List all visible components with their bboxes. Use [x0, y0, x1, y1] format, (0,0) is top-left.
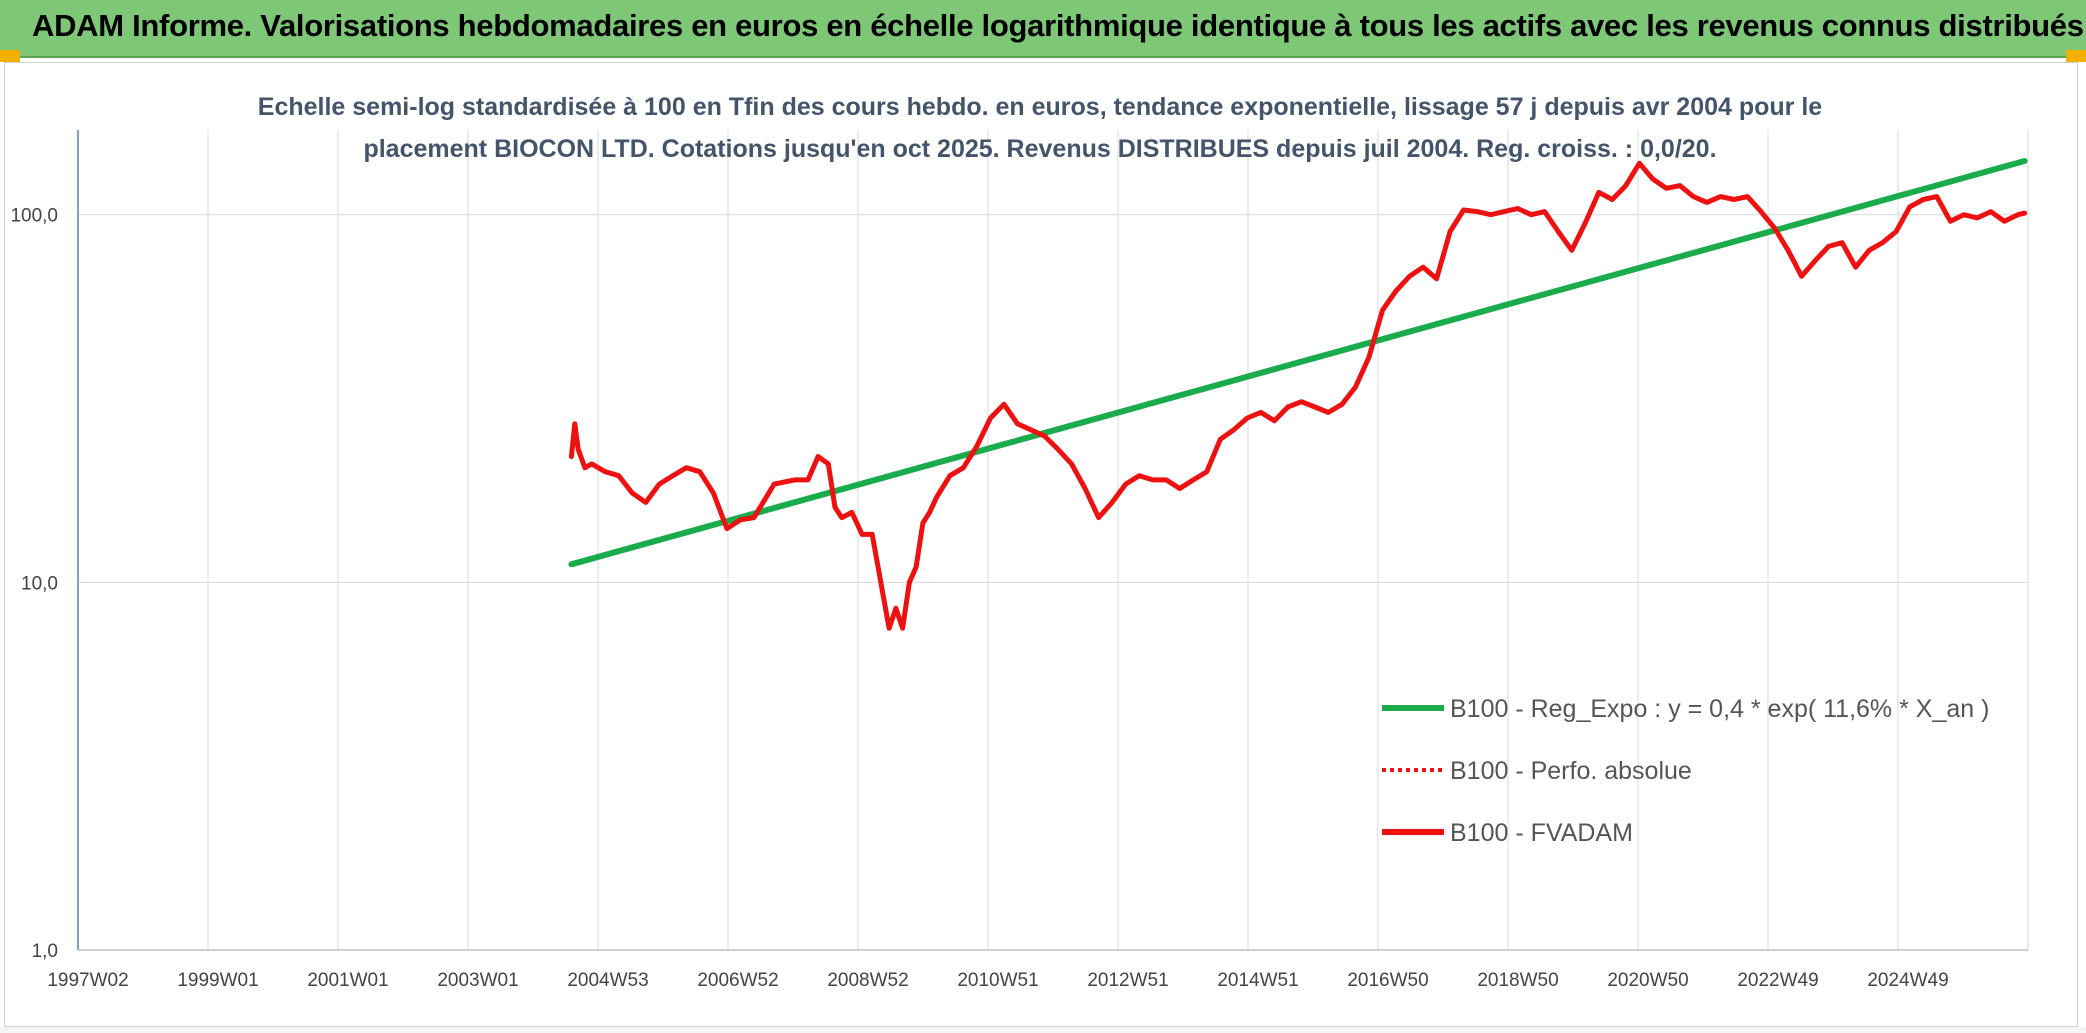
chart-title-line-1: Echelle semi-log standardisée à 100 en T…	[258, 93, 1823, 121]
corner-accent-right	[2066, 50, 2086, 62]
x-tick-label: 2022W49	[1737, 970, 1818, 991]
x-tick-label: 2020W50	[1607, 970, 1688, 991]
y-tick-label: 10,0	[21, 573, 58, 594]
legend-label: B100 - Perfo. absolue	[1450, 757, 1692, 785]
x-tick-label: 2024W49	[1867, 970, 1948, 991]
x-tick-label: 2006W52	[697, 970, 778, 991]
x-tick-label: 2018W50	[1477, 970, 1558, 991]
fvadam-line	[568, 160, 2028, 631]
x-tick-label: 2016W50	[1347, 970, 1428, 991]
report-banner: ADAM Informe. Valorisations hebdomadaire…	[0, 0, 2086, 58]
legend-label: B100 - FVADAM	[1450, 819, 1633, 847]
grid-lines	[78, 130, 2029, 951]
axes: 1997W02 1999W01 2001W01 2003W01 2004W53 2006W…	[10, 130, 2028, 991]
regression-line	[568, 158, 2028, 568]
x-tick-label: 2008W52	[827, 970, 908, 991]
y-tick-label: 1,0	[32, 941, 58, 962]
x-tick-label: 1999W01	[177, 970, 258, 991]
x-tick-label: 2010W51	[957, 970, 1038, 991]
x-tick-label: 2014W51	[1217, 970, 1298, 991]
frame-bottom-strip	[0, 1027, 2086, 1033]
report-title: ADAM Informe. Valorisations hebdomadaire…	[32, 8, 2084, 43]
x-tick-label: 2004W53	[567, 970, 648, 991]
chart-legend: B100 - Reg_Expo : y = 0,4 * exp( 11,6% *…	[1382, 695, 1989, 847]
legend-label: B100 - Reg_Expo : y = 0,4 * exp( 11,6% *…	[1450, 695, 1989, 723]
chart-title-line-2: placement BIOCON LTD. Cotations jusqu'en…	[363, 135, 1716, 163]
x-tick-label: 2001W01	[307, 970, 388, 991]
x-tick-label: 2003W01	[437, 970, 518, 991]
y-tick-label: 100,0	[10, 206, 58, 227]
x-tick-label: 1997W02	[47, 970, 128, 991]
chart-frame	[4, 62, 2078, 1027]
corner-accent-left	[0, 50, 20, 62]
x-tick-label: 2012W51	[1087, 970, 1168, 991]
series-group	[568, 158, 2028, 631]
